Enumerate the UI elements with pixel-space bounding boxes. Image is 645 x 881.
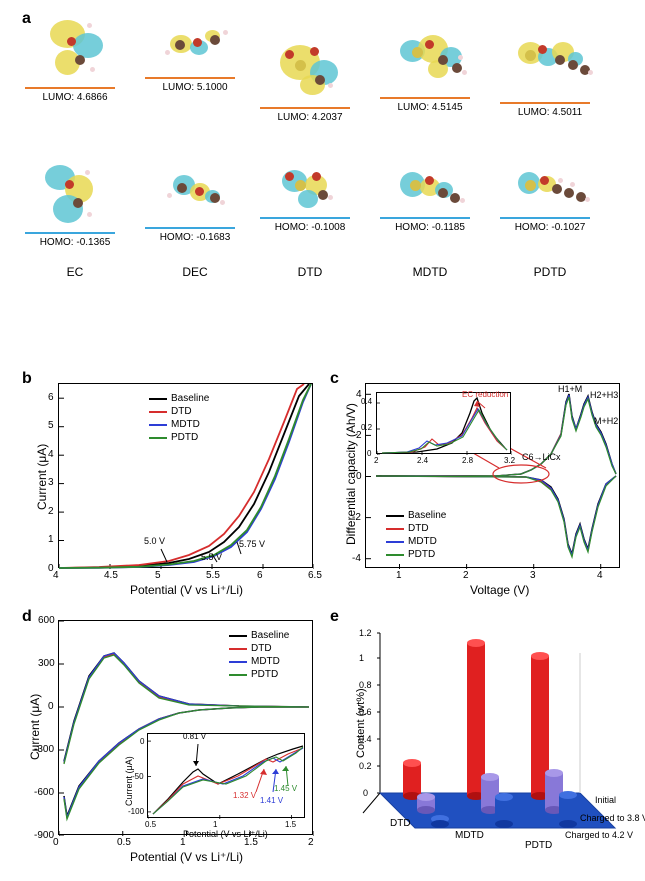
panel-b-ylabel: Current (μA): [35, 444, 49, 510]
panel-a-orbitals: LUMO: 4.6866 LUMO: 5.1000: [25, 15, 625, 315]
annot-081: 0.81 V: [183, 732, 206, 741]
panel-c-xlabel: Voltage (V): [470, 583, 529, 597]
panel-e-label: e: [330, 608, 339, 626]
annot-575v: 5.75 V: [239, 539, 265, 549]
panel-b-xlabel: Potential (V vs Li⁺/Li): [130, 583, 243, 597]
orb-dtd-lumo: LUMO: 4.2037: [260, 35, 360, 123]
orb-mdtd-homo: HOMO: -0.1185: [380, 160, 480, 233]
panel-b-legend: Baseline DTD MDTD PDTD: [149, 392, 209, 444]
orb-dtd-homo: HOMO: -0.1008: [260, 160, 360, 233]
panel-d-xlabel: Potential (V vs Li⁺/Li): [130, 850, 243, 864]
panel-c-ylabel: Differential capacity (Ah/V): [344, 403, 358, 545]
panel-b-chart: 5.0 V 5.5 V 5.75 V Baseline DTD MDTD PDT…: [58, 383, 313, 568]
orb-dec-homo: HOMO: -0.1683: [145, 165, 245, 243]
annot-mh2: M+H2: [594, 416, 618, 426]
panel-d-chart: 0.5 1 1.5 -100 -50 0 0.81 V 1.32 V 1.41 …: [58, 620, 313, 835]
orb-pdtd-lumo: LUMO: 4.5011: [500, 30, 600, 118]
panel-c-label: c: [330, 370, 339, 388]
panel-e-bars: [345, 618, 635, 858]
orb-ec-homo: HOMO: -0.1365: [25, 160, 125, 248]
molname-dtd: DTD: [265, 265, 355, 279]
annot-55v: 5.5 V: [201, 552, 222, 562]
panel-e-chart: 0 0.2 0.4 0.6 0.8 1 1.2 Content (wt%) DT…: [345, 618, 635, 858]
annot-h2h3: H2+H3: [590, 390, 618, 400]
annot-c6: C6→LiCx: [522, 452, 561, 462]
panel-d-legend: Baseline DTD MDTD PDTD: [229, 629, 289, 681]
panel-c-legend: Baseline DTD MDTD PDTD: [386, 509, 446, 561]
annot-h1m: H1+M: [558, 384, 582, 394]
molname-pdtd: PDTD: [505, 265, 595, 279]
orb-pdtd-homo: HOMO: -0.1027: [500, 160, 600, 233]
panel-c-chart: 2 2.4 2.8 3.2 0 0.2 0.4 EC reduction C6→…: [365, 383, 620, 568]
panel-d-ylabel: Current (μA): [28, 694, 42, 760]
molname-dec: DEC: [150, 265, 240, 279]
annot-5v: 5.0 V: [144, 536, 165, 546]
molname-mdtd: MDTD: [385, 265, 475, 279]
panel-d-inset: 0.5 1 1.5 -100 -50 0 0.81 V 1.32 V 1.41 …: [147, 733, 305, 818]
annot-141: 1.41 V: [260, 796, 283, 805]
molname-ec: EC: [30, 265, 120, 279]
panel-d-label: d: [22, 608, 32, 626]
annot-132: 1.32 V: [233, 791, 256, 800]
orb-mdtd-lumo: LUMO: 4.5145: [380, 25, 480, 113]
orb-ec-lumo: LUMO: 4.6866: [25, 15, 125, 103]
panel-c-inset: 2 2.4 2.8 3.2 0 0.2 0.4 EC reduction: [376, 392, 511, 454]
annot-ecred: EC reduction: [462, 390, 508, 399]
orb-dec-lumo: LUMO: 5.1000: [145, 20, 245, 93]
panel-b-label: b: [22, 370, 32, 388]
annot-145: 1.45 V: [274, 784, 297, 793]
